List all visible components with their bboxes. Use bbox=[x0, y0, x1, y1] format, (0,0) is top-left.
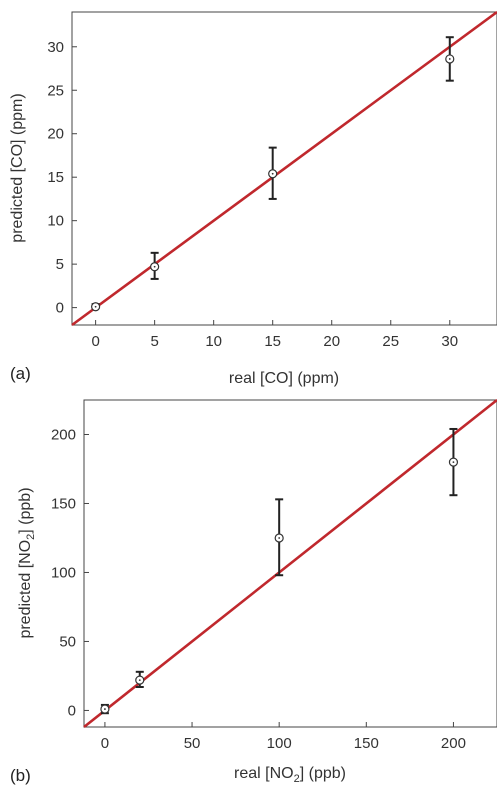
data-point-center bbox=[104, 708, 106, 710]
y-tick-label: 15 bbox=[47, 169, 64, 186]
x-tick-label: 25 bbox=[382, 333, 399, 350]
x-axis-label-b-part1: real [NO bbox=[234, 765, 294, 782]
y-axis-label-b-part1: predicted [NO bbox=[17, 540, 34, 639]
y-tick-label: 0 bbox=[56, 300, 64, 317]
data-point-center bbox=[278, 537, 281, 539]
y-tick-label: 10 bbox=[47, 213, 64, 230]
fit-line-group-b bbox=[83, 398, 497, 729]
y-axis-label-b-part2: ] (ppb) bbox=[17, 487, 34, 533]
y-axis-label-b: predicted [NO2] (ppb) bbox=[17, 487, 37, 638]
x-tick-label: 100 bbox=[267, 735, 292, 752]
y-tick-label: 25 bbox=[47, 82, 64, 99]
y-tick-label: 100 bbox=[51, 564, 76, 581]
x-tick-label: 10 bbox=[205, 333, 222, 350]
y-tick-label: 5 bbox=[56, 256, 64, 273]
x-tick-label: 20 bbox=[323, 333, 340, 350]
x-tick-label: 15 bbox=[264, 333, 281, 350]
x-tick-label: 150 bbox=[354, 735, 379, 752]
data-points-b bbox=[100, 427, 459, 715]
plot-frame-a bbox=[71, 11, 497, 326]
x-tick-label: 5 bbox=[150, 333, 158, 350]
x-ticks-a: 0 5 10 15 20 25 30 bbox=[91, 320, 458, 350]
y-tick-label: 0 bbox=[68, 702, 76, 719]
data-point-center bbox=[271, 172, 274, 175]
x-axis-label-b: real [NO2] (ppb) bbox=[234, 765, 346, 785]
x-ticks-b: 0 50 100 150 200 bbox=[101, 722, 466, 752]
y-tick-label: 50 bbox=[59, 633, 76, 650]
y-ticks-b: 0 50 100 150 200 bbox=[51, 426, 89, 719]
y-tick-label: 30 bbox=[47, 39, 64, 56]
y-tick-label: 20 bbox=[47, 126, 64, 143]
y-axis-label-b-sub: 2 bbox=[25, 534, 37, 540]
x-axis-label-a: real [CO] (ppm) bbox=[229, 370, 339, 387]
x-axis-label-b-sub: 2 bbox=[294, 773, 300, 785]
x-tick-label: 200 bbox=[441, 735, 466, 752]
data-point-center bbox=[138, 679, 141, 681]
y-ticks-a: 0 5 10 15 20 25 30 bbox=[47, 39, 77, 317]
panel-label-a: (a) bbox=[10, 364, 31, 383]
data-points-a bbox=[91, 36, 455, 312]
x-tick-label: 0 bbox=[91, 333, 99, 350]
data-point-center bbox=[153, 265, 156, 268]
panel-label-b: (b) bbox=[10, 766, 31, 785]
panel-a: 0 5 10 15 20 25 30 0 5 10 15 20 25 30 real [CO] (ppm… bbox=[9, 10, 497, 387]
plot-frame-b bbox=[83, 399, 497, 728]
data-point-center bbox=[448, 58, 451, 60]
y-tick-label: 200 bbox=[51, 426, 76, 443]
fit-line-group-a bbox=[71, 10, 497, 327]
fit-line bbox=[83, 398, 497, 729]
y-tick-label: 150 bbox=[51, 495, 76, 512]
x-tick-label: 50 bbox=[184, 735, 201, 752]
x-axis-label-b-part2: ] (ppb) bbox=[300, 765, 346, 782]
data-point-center bbox=[452, 461, 455, 463]
x-tick-label: 30 bbox=[441, 333, 458, 350]
fit-line bbox=[71, 10, 497, 327]
y-axis-label-a: predicted [CO] (ppm) bbox=[9, 93, 26, 242]
data-point-center bbox=[94, 305, 97, 308]
x-tick-label: 0 bbox=[101, 735, 109, 752]
